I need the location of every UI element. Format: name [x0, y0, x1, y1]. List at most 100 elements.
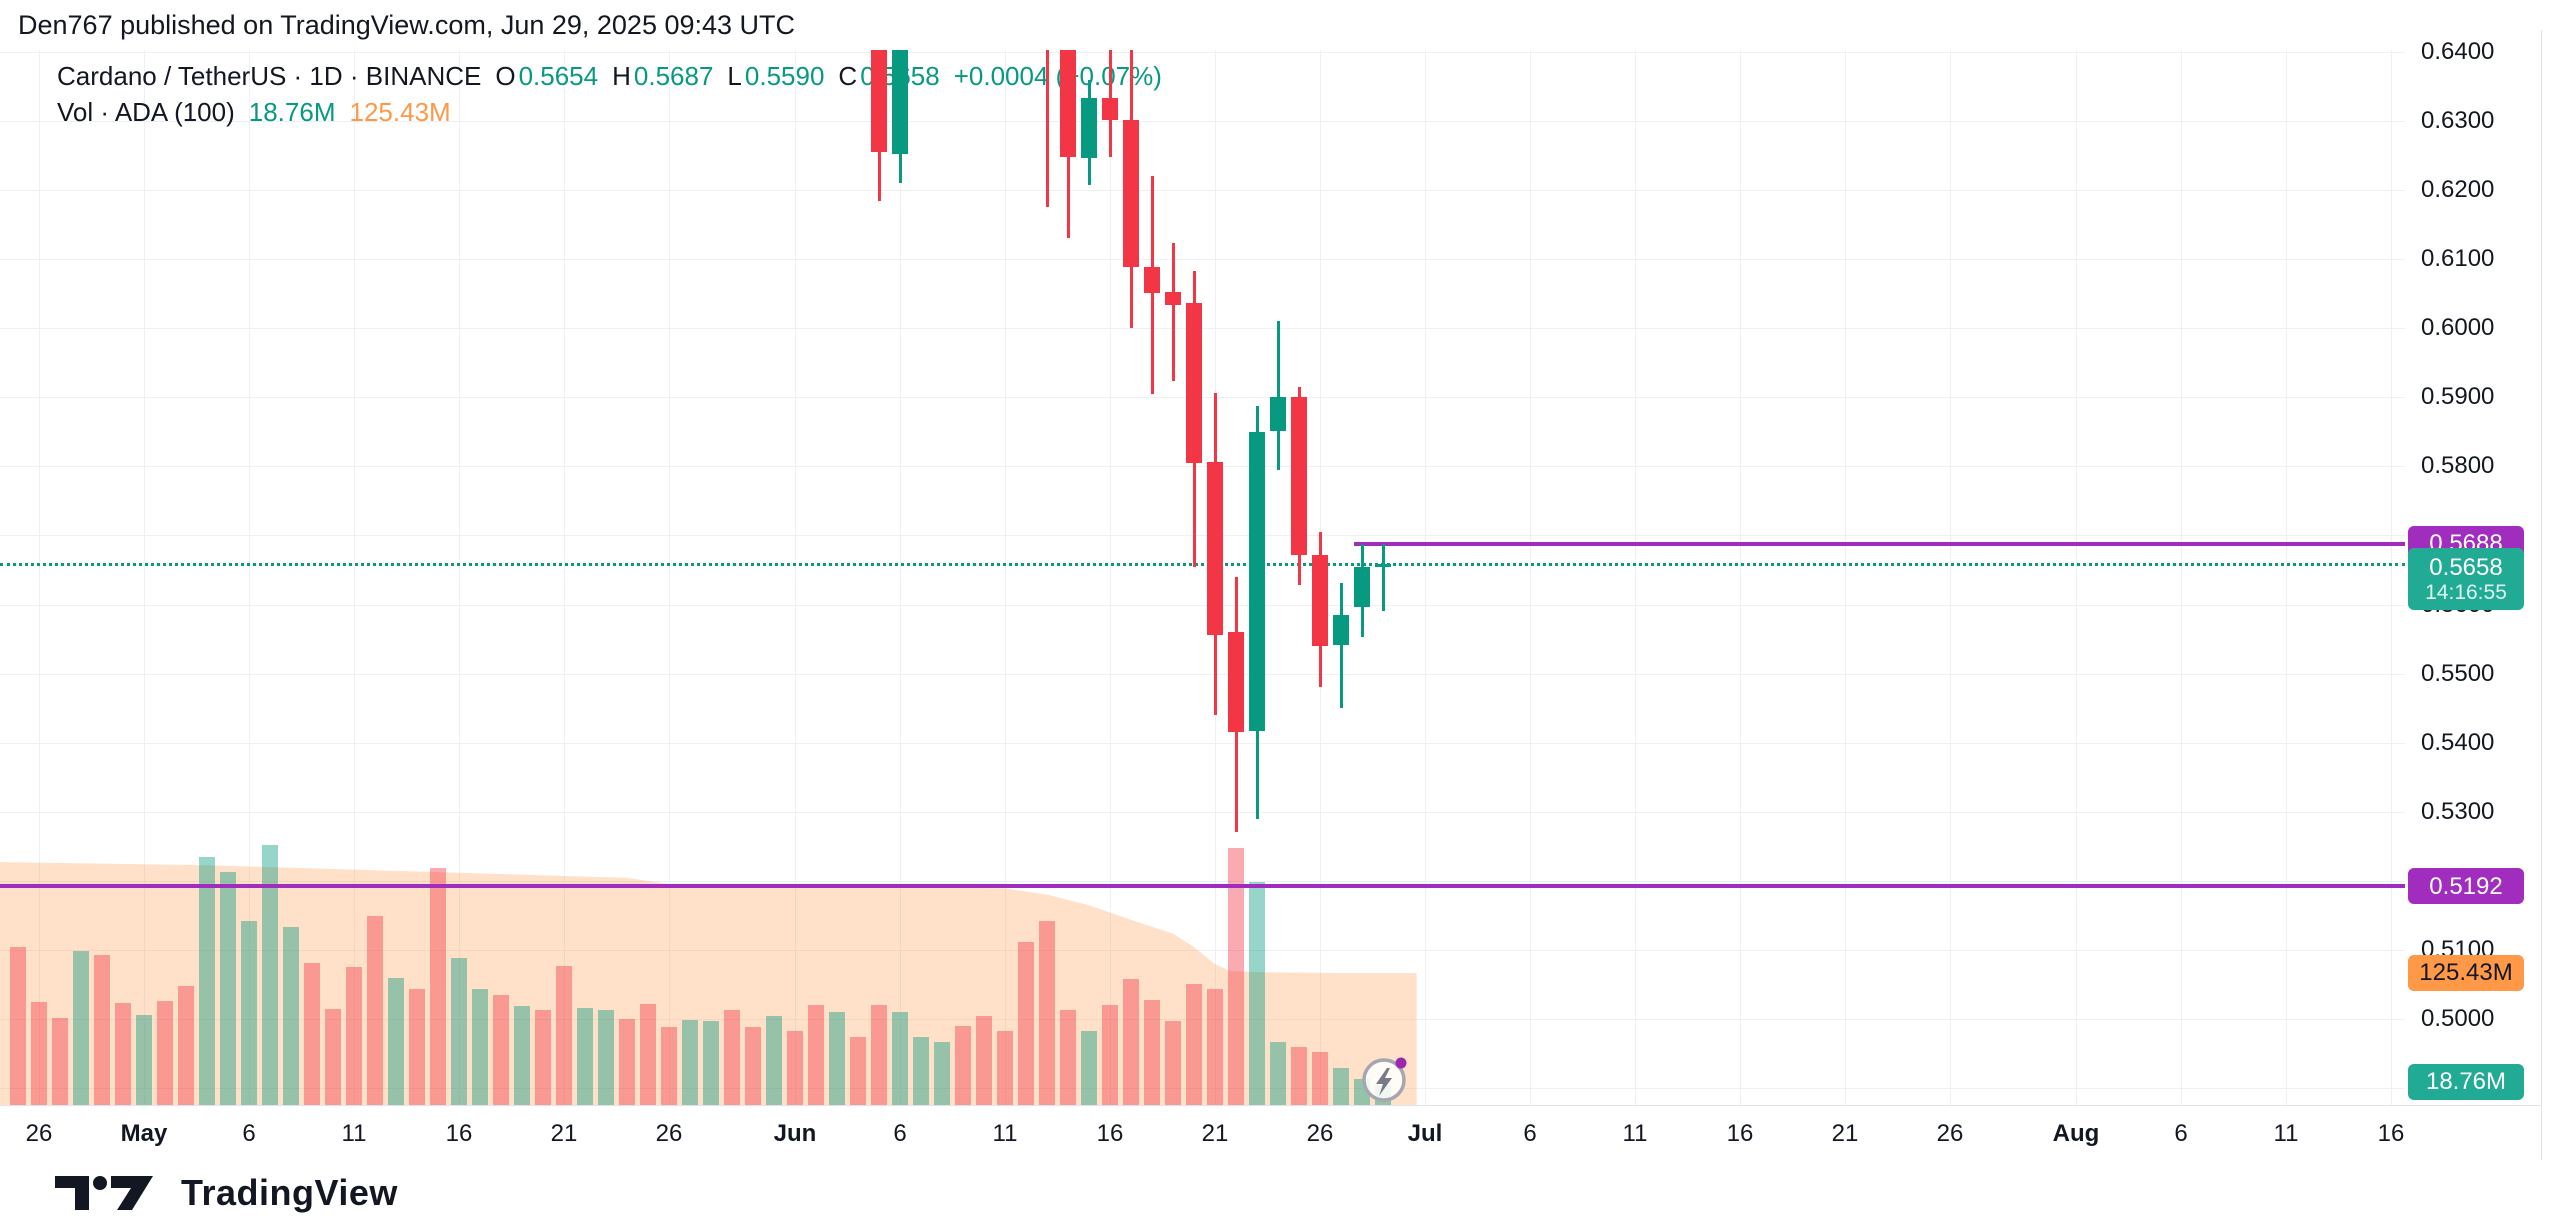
volume-bar[interactable]: [640, 1004, 656, 1105]
chart-plot-background[interactable]: [0, 50, 2405, 1105]
volume-bar[interactable]: [934, 1041, 950, 1105]
candle[interactable]: [892, 50, 908, 154]
volume-bar[interactable]: [535, 1010, 551, 1105]
volume-bar[interactable]: [472, 989, 488, 1105]
volume-bar[interactable]: [1039, 920, 1055, 1105]
time-tick-label: 16: [1096, 1120, 1124, 1147]
volume-bar[interactable]: [1270, 1041, 1286, 1105]
volume-bar[interactable]: [367, 915, 383, 1105]
volume-bar[interactable]: [913, 1036, 929, 1105]
purple-price-line[interactable]: [0, 884, 2405, 889]
volume-bar[interactable]: [241, 920, 257, 1105]
candle[interactable]: [1249, 431, 1265, 731]
grid-hline: [0, 1088, 2405, 1090]
volume-bar[interactable]: [997, 1031, 1013, 1105]
volume-bar[interactable]: [1186, 984, 1202, 1105]
candle[interactable]: [1144, 266, 1160, 294]
volume-bar[interactable]: [52, 1017, 68, 1105]
grid-hline: [0, 328, 2405, 330]
volume-bar[interactable]: [304, 963, 320, 1105]
candle[interactable]: [1081, 97, 1097, 159]
volume-bar[interactable]: [1312, 1052, 1328, 1105]
volume-bar[interactable]: [199, 856, 215, 1105]
volume-bar[interactable]: [871, 1005, 887, 1105]
volume-bar[interactable]: [850, 1036, 866, 1105]
volume-bar[interactable]: [1123, 978, 1139, 1105]
volume-bar[interactable]: [577, 1008, 593, 1105]
volume-bar[interactable]: [976, 1015, 992, 1105]
volume-bar[interactable]: [1333, 1068, 1349, 1105]
volume-bar[interactable]: [220, 871, 236, 1105]
volume-bar[interactable]: [598, 1010, 614, 1105]
volume-bar[interactable]: [619, 1018, 635, 1105]
candle[interactable]: [1102, 98, 1118, 120]
volume-bar[interactable]: [31, 1001, 47, 1105]
volume-bar[interactable]: [745, 1027, 761, 1105]
volume-bar[interactable]: [1060, 1010, 1076, 1105]
candle[interactable]: [1186, 302, 1202, 463]
volume-bar[interactable]: [430, 868, 446, 1105]
tradingview-realtime-icon[interactable]: [1359, 1053, 1411, 1110]
purple-price-line[interactable]: [1353, 541, 2405, 546]
volume-bar[interactable]: [10, 947, 26, 1105]
volume-bar[interactable]: [157, 1000, 173, 1105]
volume-bar[interactable]: [661, 1027, 677, 1105]
volume-bar[interactable]: [556, 966, 572, 1105]
candle[interactable]: [1270, 396, 1286, 432]
price-tick-label: 0.6200: [2421, 176, 2495, 204]
chart-legend[interactable]: Cardano / TetherUS · 1D · BINANCE O 0.565…: [57, 58, 1162, 130]
volume-bar[interactable]: [283, 927, 299, 1105]
volume-bar[interactable]: [955, 1026, 971, 1105]
candle[interactable]: [1165, 291, 1181, 305]
volume-bar[interactable]: [1165, 1020, 1181, 1105]
candle[interactable]: [1333, 614, 1349, 646]
candle[interactable]: [1228, 632, 1244, 732]
volume-bar[interactable]: [325, 1009, 341, 1105]
tradingview-footer-logo[interactable]: TradingView: [55, 1172, 398, 1214]
candle-wick[interactable]: [1276, 321, 1280, 470]
volume-bar[interactable]: [493, 994, 509, 1105]
candle[interactable]: [1375, 564, 1391, 568]
candle[interactable]: [1312, 554, 1328, 646]
volume-bar[interactable]: [829, 1012, 845, 1105]
candles-layer[interactable]: [0, 50, 2405, 1105]
volume-bar[interactable]: [892, 1012, 908, 1105]
volume-bar[interactable]: [262, 845, 278, 1105]
volume-bar[interactable]: [682, 1019, 698, 1105]
volume-bar[interactable]: [409, 989, 425, 1105]
volume-bar[interactable]: [724, 1010, 740, 1105]
candle[interactable]: [1291, 396, 1307, 555]
price-axis[interactable]: 0.6400 0.6300 0.6200 0.6100 0.6000 0.5900 0.58…: [2405, 30, 2560, 1160]
candle-wick[interactable]: [1381, 544, 1385, 612]
candle[interactable]: [1060, 50, 1076, 157]
candle-wick[interactable]: [1045, 50, 1049, 207]
volume-bar[interactable]: [346, 967, 362, 1105]
volume-bar[interactable]: [115, 1002, 131, 1105]
volume-bar[interactable]: [94, 954, 110, 1105]
volume-bar[interactable]: [388, 977, 404, 1105]
volume-bar[interactable]: [514, 1006, 530, 1105]
volume-bar[interactable]: [451, 957, 467, 1105]
volume-bar[interactable]: [787, 1031, 803, 1105]
volume-bar[interactable]: [1102, 1005, 1118, 1105]
volume-bar[interactable]: [1291, 1047, 1307, 1105]
candle[interactable]: [1354, 567, 1370, 608]
volume-bar[interactable]: [1018, 942, 1034, 1105]
volume-bar[interactable]: [703, 1020, 719, 1105]
volume-bar[interactable]: [178, 986, 194, 1105]
candle-wick[interactable]: [1171, 242, 1175, 381]
volume-bar[interactable]: [1144, 999, 1160, 1105]
candle[interactable]: [1207, 462, 1223, 635]
volume-bar[interactable]: [73, 951, 89, 1105]
candle-wick[interactable]: [1339, 583, 1343, 709]
time-axis[interactable]: 26 May 6 11 16 21 26 Jun 6 11 16 21 26 Jul 6 11 16 21 26 Au…: [0, 1105, 2541, 1161]
volume-bar[interactable]: [808, 1005, 824, 1105]
volume-bar[interactable]: [1249, 882, 1265, 1105]
volume-bar[interactable]: [136, 1014, 152, 1105]
candle[interactable]: [871, 50, 887, 153]
volume-bar[interactable]: [1081, 1031, 1097, 1105]
candle[interactable]: [1123, 119, 1139, 267]
volume-bar[interactable]: [1207, 989, 1223, 1105]
volume-bar[interactable]: [1228, 848, 1244, 1105]
volume-bar[interactable]: [766, 1015, 782, 1105]
